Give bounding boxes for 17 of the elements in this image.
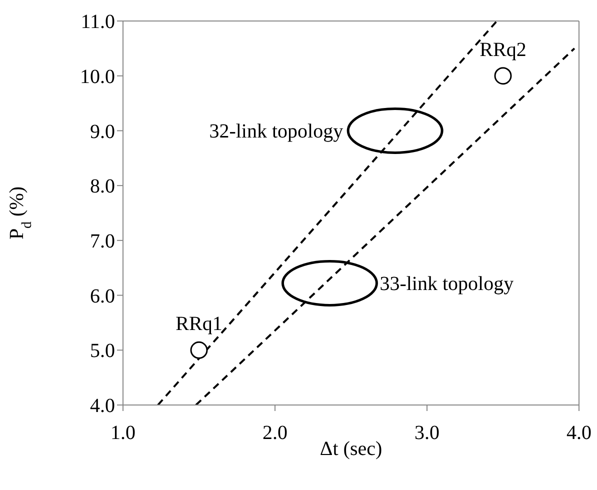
y-tick-label: 10.0 [80, 66, 115, 88]
y-tick-label: 8.0 [90, 176, 115, 198]
y-tick-label: 6.0 [90, 285, 115, 308]
x-tick-label: 3.0 [414, 422, 440, 444]
annotation: RRq2 [480, 38, 526, 61]
x-tick-label: 2.0 [262, 422, 288, 444]
annotation: 33-link topology [380, 273, 514, 296]
y-tick-label: 4.0 [90, 395, 115, 418]
annotation: 32-link topology [209, 120, 344, 143]
y-tick-label: 5.0 [90, 340, 115, 362]
y-tick-label: 7.0 [90, 230, 115, 253]
x-tick-label: 4.0 [566, 422, 592, 444]
x-axis-title: Δt (sec) [320, 438, 382, 460]
y-tick-label: 11.0 [80, 11, 115, 34]
annotation: RRq1 [176, 313, 222, 336]
y-tick-label: 9.0 [90, 120, 115, 143]
x-tick-label: 1.0 [110, 422, 136, 444]
